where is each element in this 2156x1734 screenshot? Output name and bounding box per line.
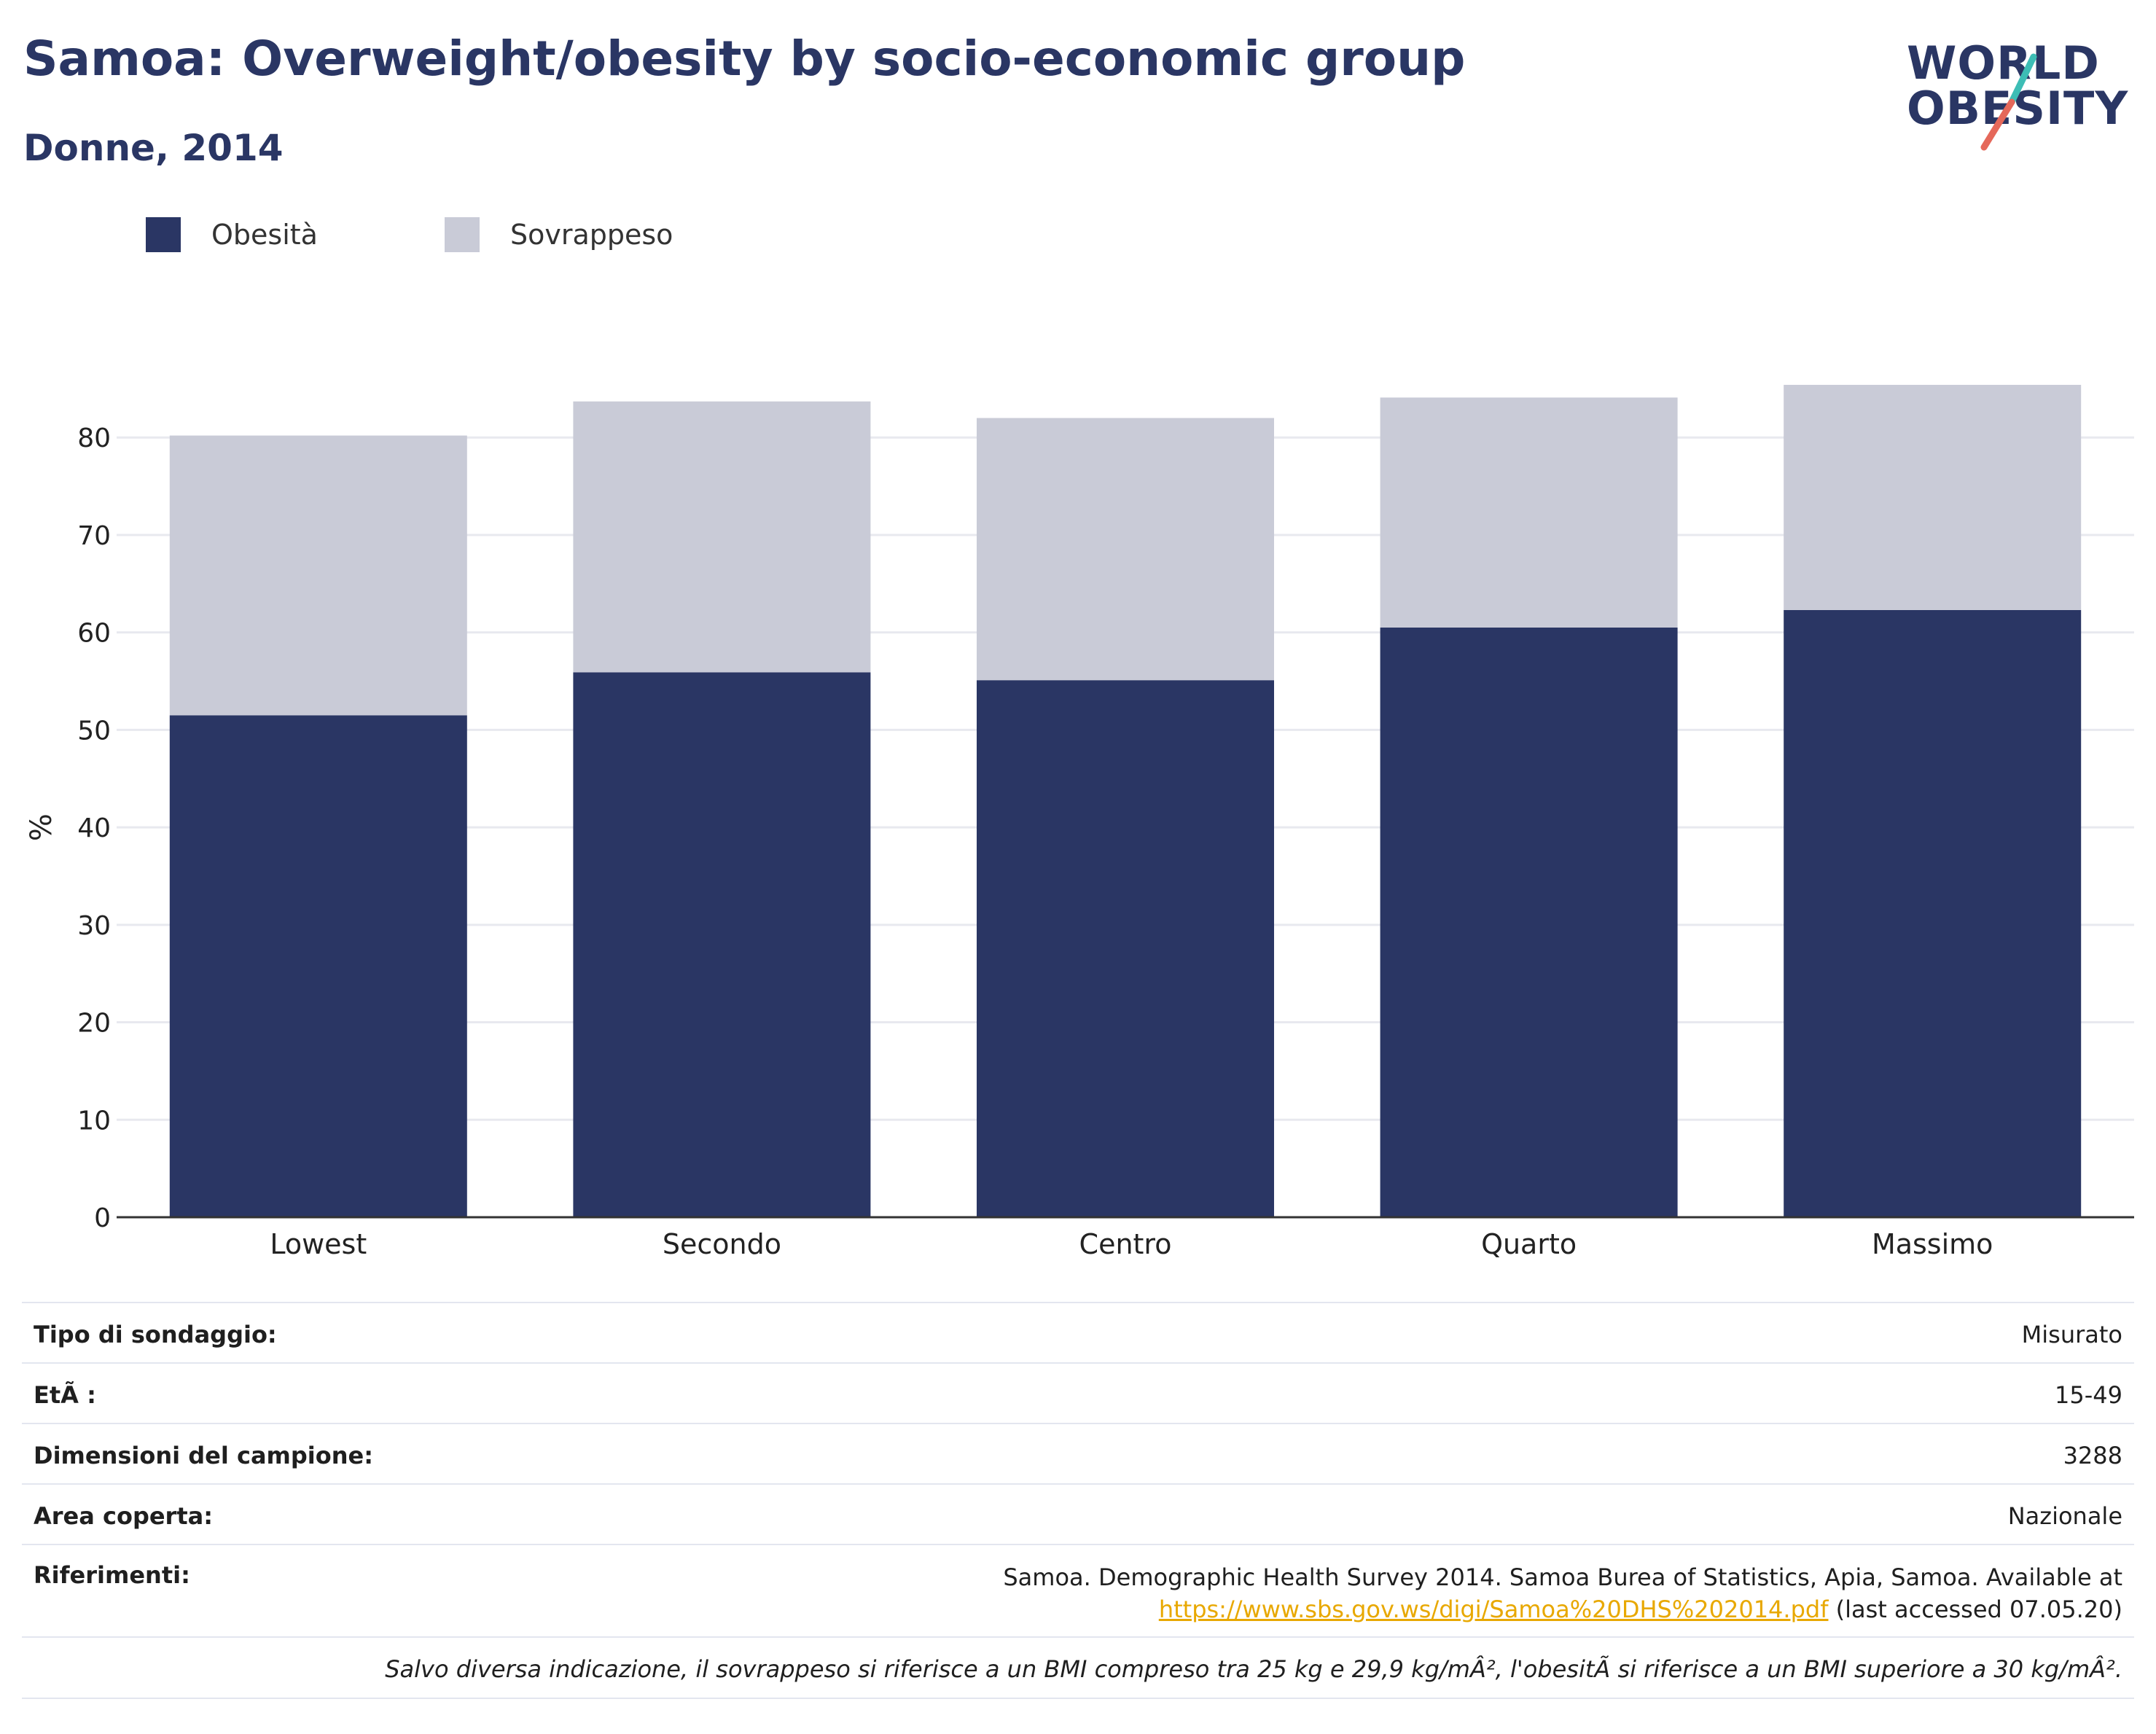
chart-title: Samoa: Overweight/obesity by socio-econo…	[23, 31, 1466, 87]
info-key: Area coperta:	[34, 1502, 214, 1530]
y-tick-label: 80	[77, 423, 111, 453]
x-tick-label: Centro	[1079, 1228, 1172, 1260]
y-tick-label: 20	[77, 1009, 111, 1039]
info-value: 3288	[2063, 1442, 2122, 1469]
info-row-survey-type: Tipo di sondaggio: Misurato	[22, 1302, 2134, 1362]
x-tick-label: Quarto	[1481, 1228, 1577, 1260]
bar-overweight	[1380, 397, 1678, 628]
y-tick-label: 50	[77, 716, 111, 746]
info-row-age: EtÃ : 15-49	[22, 1362, 2134, 1423]
info-key: Riferimenti:	[34, 1561, 190, 1589]
y-tick-label: 60	[77, 619, 111, 649]
info-row-sample-size: Dimensioni del campione: 3288	[22, 1423, 2134, 1483]
survey-info-table: Tipo di sondaggio: Misurato EtÃ : 15-49 …	[22, 1302, 2134, 1699]
y-tick-label: 30	[77, 911, 111, 941]
legend-swatch-obesity	[146, 217, 181, 252]
y-axis-label: %	[25, 813, 58, 841]
x-tick-label: Lowest	[270, 1228, 367, 1260]
legend-item-obesity[interactable]: Obesità	[146, 217, 318, 252]
stacked-bar-chart: 0 10 20 30 40 50 60 70 80% Lowest Secondo Centro Qua…	[25, 385, 2134, 1260]
y-tick-label: 70	[77, 521, 111, 551]
bar-overweight	[976, 418, 1275, 681]
y-tick-label: 10	[77, 1106, 111, 1136]
chart-subtitle: Donne, 2014	[23, 127, 284, 169]
legend-item-overweight[interactable]: Sovrappeso	[445, 217, 673, 252]
y-tick-label: 0	[94, 1203, 111, 1233]
bmi-note: Salvo diversa indicazione, il sovrappeso…	[385, 1655, 2122, 1683]
legend-label-overweight: Sovrappeso	[510, 219, 673, 251]
bar-obesity	[573, 672, 871, 1217]
logo-line-1: WORLD	[1907, 36, 2100, 90]
x-tick-label: Massimo	[1872, 1228, 1993, 1260]
reference-accessed: (last accessed 07.05.20)	[1828, 1596, 2122, 1623]
bar-obesity	[1380, 627, 1678, 1217]
info-row-references: Riferimenti: Samoa. Demographic Health S…	[22, 1544, 2134, 1636]
info-value: 15-49	[2055, 1381, 2122, 1409]
bar-overweight	[573, 401, 871, 673]
info-key: Dimensioni del campione:	[34, 1442, 374, 1469]
bar-overweight	[169, 435, 467, 716]
info-row-area: Area coperta: Nazionale	[22, 1483, 2134, 1544]
info-key: EtÃ :	[34, 1381, 96, 1409]
world-obesity-logo: WORLD OBESITY	[1902, 29, 2136, 153]
info-row-note: Salvo diversa indicazione, il sovrappeso…	[22, 1636, 2134, 1698]
info-value: Misurato	[2021, 1321, 2122, 1348]
bar-obesity	[976, 680, 1275, 1217]
table-bottom-rule	[22, 1698, 2134, 1699]
reference-link[interactable]: https://www.sbs.gov.ws/digi/Samoa%20DHS%…	[1158, 1596, 1829, 1623]
legend-label-obesity: Obesità	[211, 219, 318, 251]
bar-obesity	[169, 715, 467, 1217]
logo-slash-icon	[1980, 53, 2037, 151]
info-value-references: Samoa. Demographic Health Survey 2014. S…	[1003, 1561, 2122, 1625]
info-value: Nazionale	[2007, 1502, 2122, 1530]
bar-overweight	[1784, 385, 2082, 610]
bar-obesity	[1784, 609, 2082, 1217]
y-tick-label: 40	[77, 813, 111, 843]
info-key: Tipo di sondaggio:	[34, 1321, 277, 1348]
reference-text: Samoa. Demographic Health Survey 2014. S…	[1003, 1563, 2122, 1591]
reference-link-line: https://www.sbs.gov.ws/digi/Samoa%20DHS%…	[1003, 1593, 2122, 1625]
x-tick-label: Secondo	[663, 1228, 781, 1260]
legend-swatch-overweight	[445, 217, 480, 252]
